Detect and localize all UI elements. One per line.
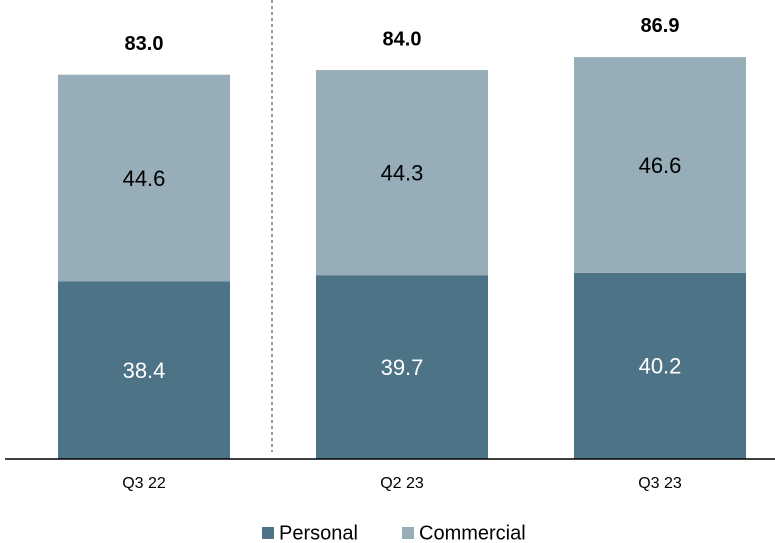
legend-label: Personal (279, 522, 358, 543)
segment-label: 46.6 (639, 153, 682, 178)
segment-label: 44.3 (381, 160, 424, 185)
segment-label: 44.6 (123, 166, 166, 191)
segment-label: 40.2 (639, 354, 682, 379)
segment-label: 39.7 (381, 355, 424, 380)
legend-swatch (262, 527, 274, 539)
x-tick-label: Q3 23 (638, 475, 682, 492)
bar-segment (574, 272, 746, 459)
segment-label: 38.4 (123, 358, 166, 383)
legend-label: Commercial (419, 522, 526, 543)
bar-segment (58, 281, 230, 459)
total-label: 86.9 (641, 15, 680, 37)
total-label: 83.0 (125, 33, 164, 55)
total-label: 84.0 (383, 28, 422, 50)
bar-segment (316, 70, 488, 276)
x-tick-label: Q3 22 (122, 475, 166, 492)
bar-segment (58, 74, 230, 282)
legend-swatch (402, 527, 414, 539)
bar-segment (574, 57, 746, 273)
bar-segment (316, 275, 488, 459)
x-tick-label: Q2 23 (380, 475, 424, 492)
